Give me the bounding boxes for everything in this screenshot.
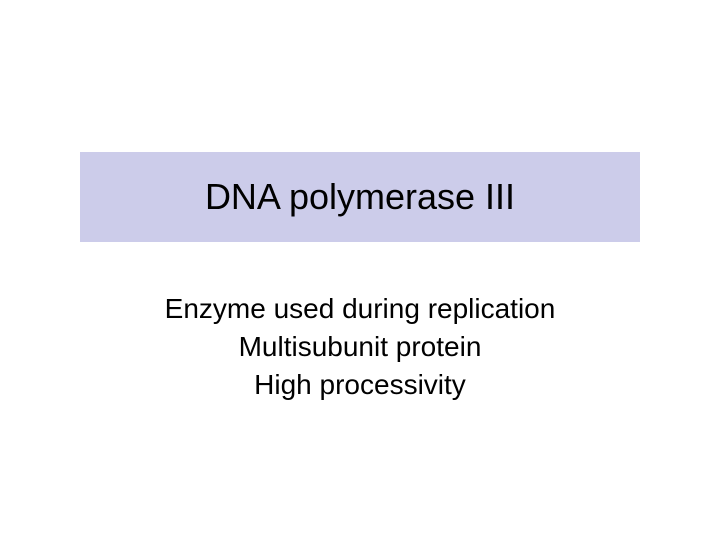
body-block: Enzyme used during replication Multisubu… xyxy=(80,290,640,403)
title-band: DNA polymerase III xyxy=(80,152,640,242)
body-line-1: Enzyme used during replication xyxy=(80,290,640,328)
body-line-3: High processivity xyxy=(80,366,640,404)
slide: DNA polymerase III Enzyme used during re… xyxy=(0,0,720,540)
slide-title: DNA polymerase III xyxy=(205,177,515,217)
body-line-2: Multisubunit protein xyxy=(80,328,640,366)
